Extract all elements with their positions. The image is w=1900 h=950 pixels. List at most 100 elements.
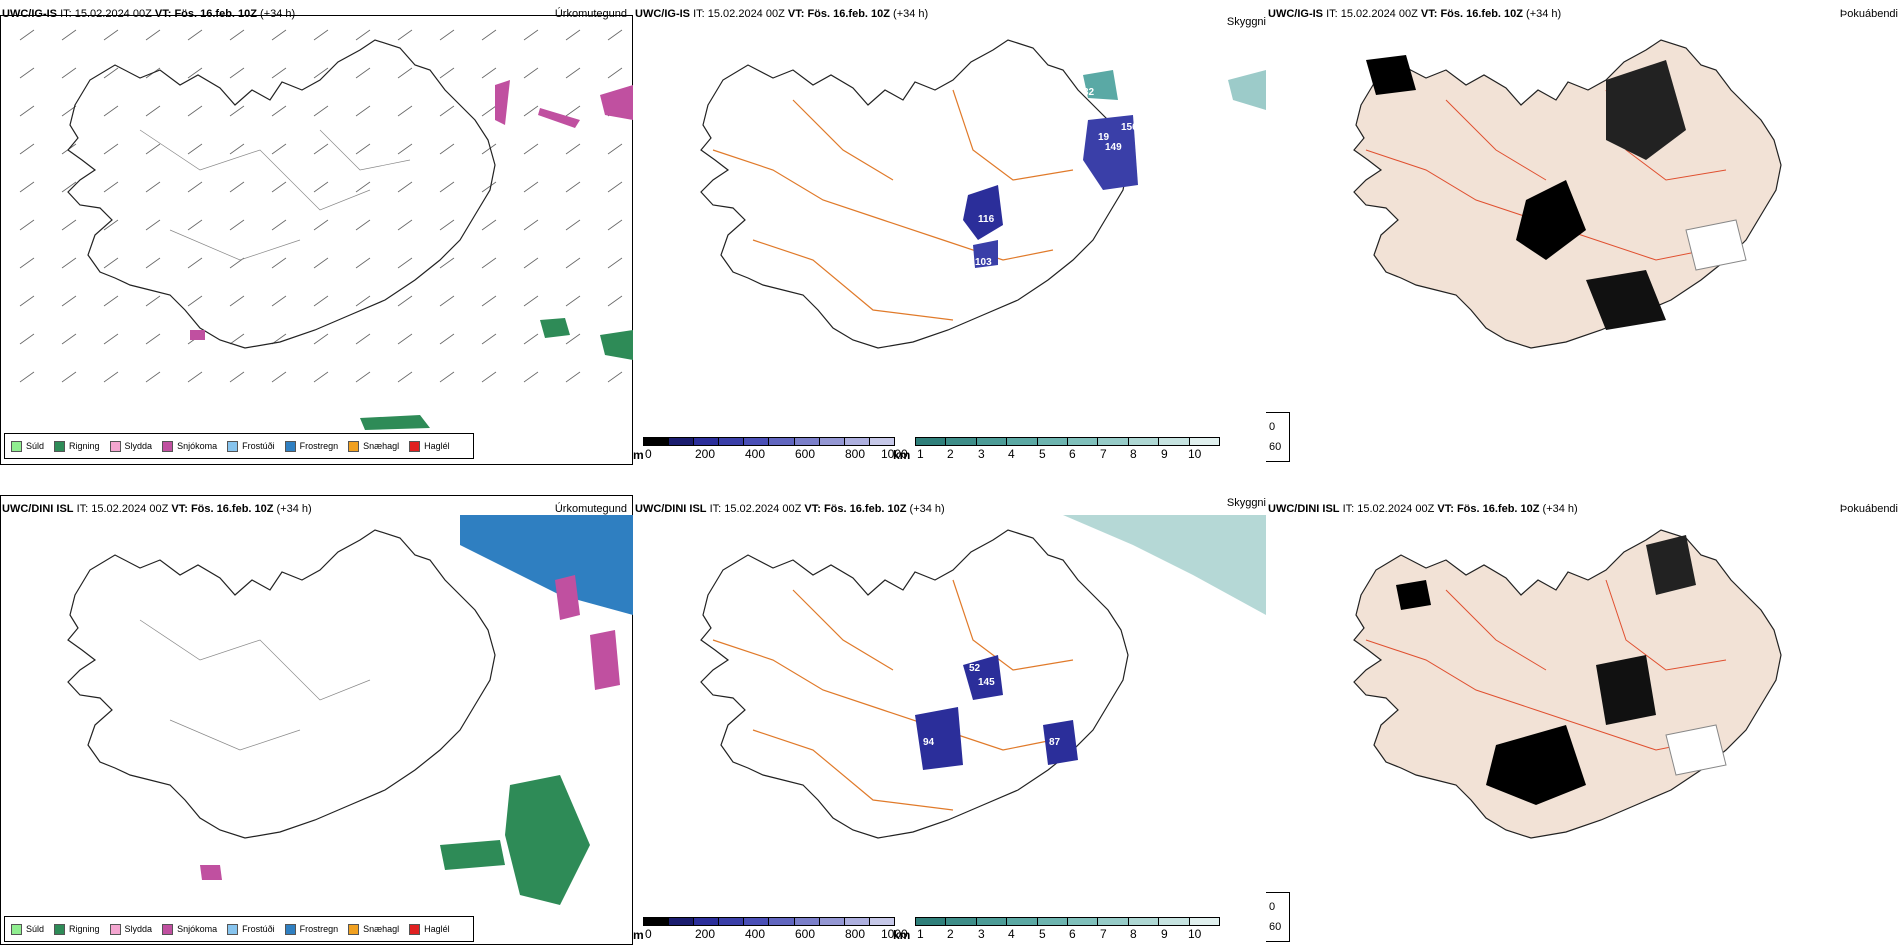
- wind-barb: [607, 67, 623, 79]
- product-type-label: Úrkomutegund: [554, 503, 627, 515]
- wind-barb: [355, 333, 371, 345]
- precip-legend: Súld Rigning Slydda Snjókoma Frostúði Fr…: [4, 916, 474, 942]
- wind-barb: [19, 295, 35, 307]
- wind-barb: [145, 219, 161, 231]
- vis-label: 19: [1098, 132, 1110, 143]
- wind-barb: [229, 295, 245, 307]
- panel-title: UWC/DINI ISL IT: 15.02.2024 00Z VT: Fös.…: [1268, 503, 1578, 515]
- moderate-visibility-area: [1063, 515, 1266, 615]
- wind-barb: [187, 257, 203, 269]
- wind-barb: [229, 143, 245, 155]
- visibility-map: 32 19 156 149 116 103 72 109: [700, 39, 1266, 358]
- wind-barb: [61, 105, 77, 117]
- wind-barb: [145, 181, 161, 193]
- vis-label: 94: [923, 737, 935, 748]
- wind-barb: [565, 333, 581, 345]
- wind-barb: [61, 295, 77, 307]
- rain-area: [540, 318, 570, 338]
- wind-barb: [397, 105, 413, 117]
- wind-barb: [355, 105, 371, 117]
- panel-title: UWC/IG-IS IT: 15.02.2024 00Z VT: Fös. 16…: [2, 8, 296, 20]
- product-type-label: Úrkomutegund: [554, 8, 627, 20]
- wind-barb: [397, 257, 413, 269]
- wind-barb: [103, 333, 119, 345]
- wind-barb: [397, 371, 413, 383]
- wind-barb: [19, 105, 35, 117]
- wind-barbs: [19, 29, 623, 383]
- wind-barb: [103, 219, 119, 231]
- wind-barb: [271, 105, 287, 117]
- visibility-scale-m: m 0 200 400 600 800 1000: [633, 437, 908, 462]
- wind-barb: [355, 143, 371, 155]
- wind-barb: [229, 371, 245, 383]
- wind-barb: [187, 105, 203, 117]
- wind-barb: [439, 105, 455, 117]
- wind-barb: [523, 67, 539, 79]
- wind-barb: [19, 67, 35, 79]
- wind-barb: [313, 105, 329, 117]
- wind-barb: [187, 67, 203, 79]
- wind-barb: [481, 29, 497, 41]
- wind-barb: [271, 371, 287, 383]
- visibility-scale-km: km 1 2 3 4 5 6 7 8 9 10: [893, 437, 1223, 462]
- wind-barb: [481, 143, 497, 155]
- wind-barb: [229, 105, 245, 117]
- wind-barb: [271, 181, 287, 193]
- wind-barb: [313, 295, 329, 307]
- wind-barb: [271, 295, 287, 307]
- wind-barb: [565, 181, 581, 193]
- wind-barb: [481, 333, 497, 345]
- wind-barb: [103, 67, 119, 79]
- wind-barb: [607, 295, 623, 307]
- wind-barb: [355, 181, 371, 193]
- wind-barb: [313, 143, 329, 155]
- precip-legend: Súld Rigning Slydda Snjókoma Frostúði Fr…: [4, 433, 474, 459]
- wind-barb: [355, 219, 371, 231]
- wind-barb: [61, 67, 77, 79]
- wind-barb: [565, 29, 581, 41]
- precip-map: [67, 515, 633, 905]
- wind-barb: [481, 295, 497, 307]
- wind-barb: [481, 67, 497, 79]
- vis-label: 109: [913, 347, 930, 358]
- panel-title: UWC/DINI ISL IT: 15.02.2024 00Z VT: Fös.…: [635, 503, 945, 515]
- wind-barb: [61, 333, 77, 345]
- wind-barb: [397, 219, 413, 231]
- fog-area: [1486, 725, 1586, 805]
- wind-barb: [313, 29, 329, 41]
- wind-barb: [523, 105, 539, 117]
- wind-barb: [565, 67, 581, 79]
- wind-barb: [481, 181, 497, 193]
- wind-barb: [145, 257, 161, 269]
- panel-precip-type-ig: UWC/IG-IS IT: 15.02.2024 00Z VT: Fös. 16…: [0, 0, 633, 465]
- wind-barb: [607, 181, 623, 193]
- wind-barb: [355, 257, 371, 269]
- snow-area: [495, 80, 510, 125]
- wind-barb: [145, 295, 161, 307]
- wind-barb: [61, 257, 77, 269]
- vis-label: 149: [1105, 142, 1122, 153]
- wind-barb: [271, 143, 287, 155]
- wind-barb: [103, 257, 119, 269]
- wind-barb: [313, 181, 329, 193]
- wind-barb: [397, 67, 413, 79]
- wind-barb: [313, 333, 329, 345]
- wind-barb: [481, 257, 497, 269]
- wind-barb: [439, 181, 455, 193]
- panel-precip-type-dini: UWC/DINI ISL IT: 15.02.2024 00Z VT: Fös.…: [0, 485, 633, 950]
- wind-barb: [607, 29, 623, 41]
- wind-barb: [481, 219, 497, 231]
- rain-area: [505, 775, 590, 905]
- wind-barb: [19, 371, 35, 383]
- wind-barb: [523, 333, 539, 345]
- wind-barb: [439, 295, 455, 307]
- wind-barb: [103, 371, 119, 383]
- wind-barb: [187, 295, 203, 307]
- product-type-label: Þokuábendi: [1839, 503, 1898, 515]
- vis-label: 110: [1161, 669, 1178, 680]
- product-type-label: Þokuábendi: [1839, 8, 1898, 20]
- wind-barb: [103, 295, 119, 307]
- wind-barb: [397, 333, 413, 345]
- wind-barb: [187, 29, 203, 41]
- wind-barb: [439, 257, 455, 269]
